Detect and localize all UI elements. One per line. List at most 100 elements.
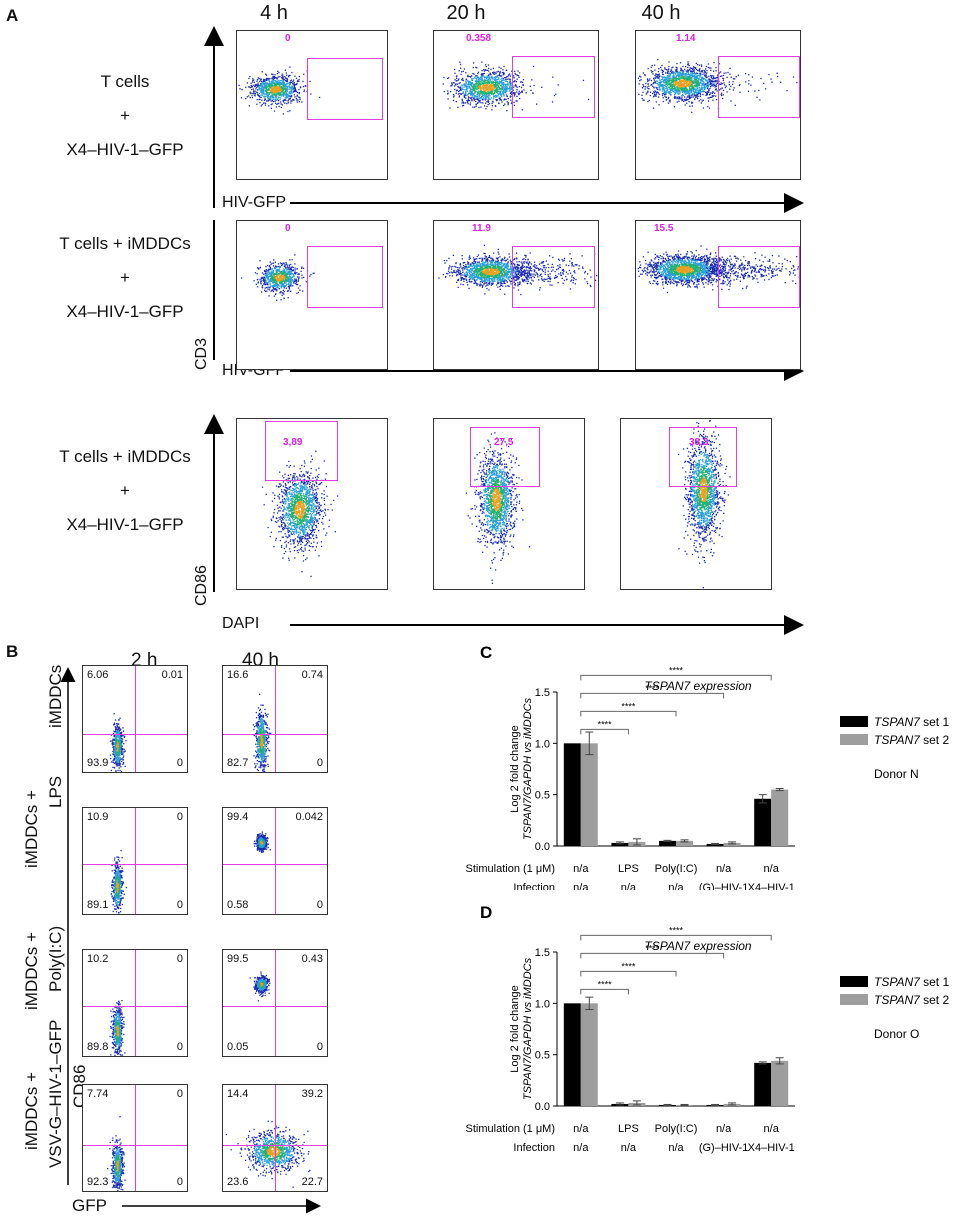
y-tick-label: 0.0: [535, 841, 550, 853]
panel-a-plot-r2-c2: 11.9: [433, 220, 599, 370]
panel-letter: C: [480, 643, 492, 662]
quadrant-value-lr: 22.7: [301, 1176, 323, 1188]
stimulation-label: n/a: [764, 1123, 780, 1135]
panel-b-plot-r4-2h: 7.74 0 92.3 0: [82, 1084, 188, 1192]
panel-a-row2-label: T cells + iMDDCs + X4–HIV-1–GFP: [59, 234, 191, 321]
gate-value: 0: [285, 33, 291, 44]
y-tick-label: 0.5: [535, 790, 550, 802]
bar-2-5: [771, 789, 789, 846]
gate: [512, 246, 595, 308]
quadrant-value-ll: 92.3: [87, 1176, 109, 1188]
gate: [307, 246, 383, 308]
stimulation-label: Poly(I:C): [655, 1123, 698, 1135]
significance-label: ****: [669, 925, 684, 935]
quadrant-value-lr: 0: [176, 757, 183, 769]
infection-label: n/a: [668, 882, 684, 890]
infection-row-label: Infection: [513, 1142, 555, 1154]
quadrant-value-ur: 0: [176, 953, 183, 965]
significance-label: ****: [645, 943, 660, 953]
bar-1-2: [611, 842, 629, 846]
panel-a-plot-r2-c1: 0: [236, 220, 388, 370]
quadrant-value-lr: 0: [176, 899, 183, 911]
gate-value: 11.9: [472, 223, 491, 234]
gate-value: 27,5: [494, 437, 514, 448]
bar-2-3: [676, 840, 693, 846]
y-tick-label: 0.5: [535, 1050, 550, 1062]
legend-label: TSPAN7 set 1: [874, 975, 949, 989]
panel-a-ylabel-cd3: CD3: [193, 337, 210, 370]
quadrant-value-ur: 0: [176, 1088, 183, 1100]
gate-value: 0: [285, 223, 291, 234]
infection-label: n/a: [573, 882, 589, 890]
panel-a-col-20h: 20 h: [446, 2, 486, 24]
chart-title: TSPAN7 expression: [644, 679, 751, 693]
gate: [307, 58, 383, 120]
stimulation-label: Poly(I:C): [655, 863, 698, 875]
legend-label: TSPAN7 set 2: [874, 733, 949, 747]
quadrant-value-ur: 0.042: [295, 811, 323, 823]
stimulation-label: n/a: [573, 863, 589, 875]
bar-2-4: [723, 842, 741, 846]
legend-swatch: [840, 716, 868, 727]
quadrant-value-ll: 0.58: [227, 899, 249, 911]
quadrant-value-ul: 10.2: [87, 953, 109, 965]
stimulation-row-label: Stimulation (1 μM): [466, 1123, 555, 1135]
significance-label: ****: [669, 665, 684, 675]
legend-label: TSPAN7 set 1: [874, 715, 949, 729]
significance-bracket: [580, 988, 629, 995]
panel-a-plot-r3-c2: 27,5: [433, 418, 585, 590]
panel-a-axes-arrows: [204, 26, 804, 635]
quadrant-value-ll: 93.9: [87, 757, 109, 769]
panel-a-xlabel-3: DAPI: [222, 615, 260, 632]
y-tick-label: 1.0: [535, 738, 550, 750]
significance-label: ****: [598, 979, 613, 989]
significance-label: ****: [645, 683, 660, 693]
gate-value: 15.5: [654, 223, 674, 234]
y-tick-label: 0.0: [535, 1101, 550, 1113]
chart-title: TSPAN7 expression: [644, 939, 751, 953]
panel-a-letter: A: [6, 6, 19, 25]
quadrant-value-ur: 39.2: [301, 1088, 323, 1100]
gate-value: 38,3: [689, 437, 709, 448]
infection-label: X4–HIV-1: [748, 1142, 795, 1154]
donor-label: Donor O: [874, 1027, 919, 1041]
quadrant-value-lr: 0: [176, 1041, 183, 1053]
gate: [669, 427, 737, 487]
quadrant-value-ul: 99.4: [227, 811, 249, 823]
quadrant-value-ll: 89.1: [87, 899, 109, 911]
gate-value: 1.14: [676, 33, 696, 44]
legend-swatch: [840, 976, 868, 987]
panel-a-xlabel-1: HIV-GFP: [222, 194, 287, 211]
infection-row-label: Infection: [513, 882, 555, 890]
legend-swatch: [840, 994, 868, 1005]
panel-a-col-4h: 4 h: [260, 2, 288, 24]
quadrant-value-lr: 0: [316, 1041, 323, 1053]
y-tick-label: 1.5: [535, 687, 550, 699]
bar-2-5: [771, 1060, 789, 1106]
legend-swatch: [840, 734, 868, 745]
quadrant-value-lr: 0: [316, 757, 323, 769]
gate-value: 0.358: [466, 33, 492, 44]
donor-label: Donor N: [874, 767, 919, 781]
panel-a-row1-label: T cells + X4–HIV-1–GFP: [66, 72, 184, 159]
stimulation-label: n/a: [573, 1123, 589, 1135]
bar-1-5: [754, 798, 772, 846]
bar-1-4: [706, 843, 724, 846]
stimulation-label: n/a: [716, 863, 732, 875]
gate: [265, 421, 338, 481]
quadrant-value-ur: 0.01: [161, 669, 183, 681]
gate: [512, 56, 595, 118]
quadrant-value-ul: 6.06: [87, 669, 109, 681]
quadrant-value-ll: 82.7: [227, 757, 249, 769]
panel-b-plot-r4-40h: 14.4 39.2 23.6 22.7: [222, 1084, 328, 1192]
significance-bracket: [580, 692, 725, 699]
significance-bracket: [580, 934, 772, 941]
y-tick-label: 1.5: [535, 947, 550, 959]
gate-value: 3,89: [283, 437, 303, 448]
significance-label: ****: [598, 719, 613, 729]
stimulation-label: LPS: [618, 863, 639, 875]
gate: [470, 427, 540, 487]
quadrant-value-ul: 14.4: [227, 1088, 249, 1100]
panel-b-xlabel: GFP: [72, 1196, 107, 1215]
panel-b-plot-r2-40h: 99.4 0.042 0.58 0: [222, 807, 328, 915]
